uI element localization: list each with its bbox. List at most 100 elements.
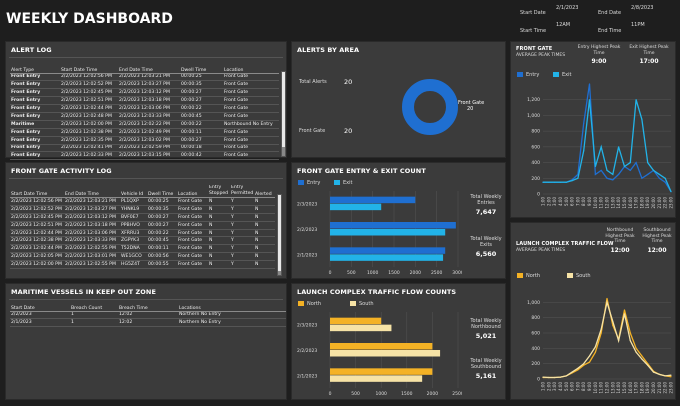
data-point-entry[interactable]	[658, 177, 660, 179]
table-row[interactable]: Maritime 2/2/2023 12:02:00 PM 2/2/2023 12:…	[10, 120, 279, 129]
scrollbar[interactable]	[281, 71, 286, 157]
data-point-north[interactable]	[577, 369, 579, 371]
data-point-south[interactable]	[542, 376, 544, 378]
data-point-north[interactable]	[594, 351, 596, 353]
column-header[interactable]: Entry Permitted	[230, 185, 254, 198]
bar-entry[interactable]	[330, 222, 456, 229]
data-point-exit[interactable]	[635, 99, 637, 101]
data-point-south[interactable]	[641, 358, 643, 360]
bar-south[interactable]	[330, 375, 423, 382]
end-date-value[interactable]: 2/8/2023	[631, 5, 654, 11]
data-point-south[interactable]	[612, 320, 614, 323]
bar-north[interactable]	[330, 343, 433, 350]
data-point-entry[interactable]	[647, 173, 649, 175]
legend-label-south[interactable]: South	[359, 301, 374, 307]
data-point-exit[interactable]	[664, 177, 666, 179]
data-point-exit[interactable]	[594, 165, 596, 168]
data-point-south[interactable]	[559, 376, 562, 378]
data-point-exit[interactable]	[629, 161, 631, 164]
data-point-north[interactable]	[641, 355, 643, 357]
data-point-exit[interactable]	[588, 99, 591, 101]
data-point-north[interactable]	[612, 324, 614, 326]
table-row[interactable]: Front Entry 2/2/2023 12:02:56 PM 2/2/2023 …	[10, 73, 279, 82]
table-row[interactable]: Front Entry 2/2/2023 12:02:52 PM 2/2/2023 …	[10, 80, 279, 90]
start-date-value[interactable]: 2/1/2023	[556, 5, 579, 11]
data-point-south[interactable]	[548, 376, 550, 379]
legend-label-exit[interactable]: Exit	[343, 180, 353, 186]
table-row[interactable]: Front Entry 2/2/2023 12:02:33 PM 2/2/2023 …	[10, 151, 279, 161]
table-row[interactable]: Front Entry 2/2/2023 12:02:38 PM 2/2/2023 …	[10, 128, 279, 137]
legend-label-south[interactable]: South	[576, 273, 591, 279]
data-point-entry[interactable]	[600, 169, 602, 172]
data-point-exit[interactable]	[606, 169, 608, 172]
table-row[interactable]: 2/2/2023 12:02:44 PM 2/2/2023 12:03:06 PM…	[10, 229, 275, 238]
data-point-exit[interactable]	[623, 165, 626, 168]
legend-label-north[interactable]: North	[526, 273, 540, 279]
data-point-south[interactable]	[618, 340, 620, 342]
data-point-exit[interactable]	[670, 191, 672, 193]
table-row[interactable]: 2/1/2023 1 12:02 Northern No Entry	[10, 318, 286, 328]
column-header[interactable]: End Date Time	[64, 185, 120, 198]
data-point-south[interactable]	[583, 363, 585, 365]
table-row[interactable]: Front Entry 2/2/2023 12:02:35 PM 2/2/2023 …	[10, 136, 279, 145]
table-row[interactable]: Front Entry 2/2/2023 12:02:45 PM 2/2/2023 …	[10, 88, 279, 98]
column-header[interactable]: Entry Stopped	[208, 185, 230, 198]
table-row[interactable]: 2/2/2023 12:02:05 PM 2/2/2023 12:03:01 PM…	[10, 252, 275, 262]
donut-slice-front-gate[interactable]	[402, 79, 458, 135]
column-header[interactable]: Start Date	[10, 304, 70, 312]
table-row[interactable]: 2/2/2023 12:02:00 PM 2/2/2023 12:02:55 PM…	[10, 260, 275, 270]
column-header[interactable]: Dwell Time	[180, 66, 223, 74]
data-point-south[interactable]	[658, 373, 660, 375]
data-point-north[interactable]	[647, 363, 649, 365]
table-row[interactable]: Front Entry 2/2/2023 12:02:48 PM 2/2/2023 …	[10, 112, 279, 121]
series-line-north[interactable]	[543, 298, 672, 379]
table-row[interactable]: Front Entry 2/2/2023 12:02:51 PM 2/2/2023 …	[10, 96, 279, 106]
column-header[interactable]: Locations	[178, 304, 286, 312]
end-time-value[interactable]: 11PM	[631, 22, 645, 28]
column-header[interactable]: End Date Time	[118, 66, 180, 74]
data-point-north[interactable]	[606, 297, 608, 300]
column-header[interactable]: Start Date Time	[10, 185, 64, 198]
data-point-south[interactable]	[670, 374, 672, 376]
bar-south[interactable]	[330, 350, 441, 357]
table-row[interactable]: 2/2/2023 12:02:38 PM 2/2/2023 12:03:33 PM…	[10, 236, 275, 246]
data-point-exit[interactable]	[658, 173, 660, 175]
column-header[interactable]: Dwell Time	[147, 185, 177, 198]
data-point-south[interactable]	[664, 375, 666, 377]
data-point-south[interactable]	[554, 376, 556, 379]
data-point-entry[interactable]	[629, 169, 631, 172]
data-point-entry[interactable]	[594, 173, 596, 175]
data-point-entry[interactable]	[606, 177, 608, 179]
table-row[interactable]: 2/2/2023 12:02:44 PM 2/2/2023 12:02:55 PM…	[10, 244, 275, 254]
scrollbar[interactable]	[277, 194, 282, 276]
table-row[interactable]: Front Entry 2/2/2023 12:02:44 PM 2/2/2023 …	[10, 104, 279, 113]
table-row[interactable]: 2/2/2023 1 12:02 Northern No Entry	[10, 311, 286, 320]
data-point-entry[interactable]	[664, 181, 666, 183]
data-point-exit[interactable]	[641, 118, 643, 120]
column-header[interactable]: Vehicle Id	[120, 185, 147, 198]
data-point-exit[interactable]	[548, 181, 550, 183]
column-header[interactable]: Breach Time	[118, 304, 178, 312]
bar-south[interactable]	[330, 324, 392, 332]
data-point-exit[interactable]	[618, 146, 620, 148]
data-point-south[interactable]	[600, 328, 602, 330]
data-point-north[interactable]	[629, 332, 631, 334]
data-point-exit[interactable]	[559, 181, 562, 183]
data-point-north[interactable]	[588, 361, 591, 363]
legend-label-north[interactable]: North	[307, 301, 321, 307]
data-point-north[interactable]	[623, 309, 626, 311]
start-time-value[interactable]: 12AM	[556, 22, 571, 28]
data-point-entry[interactable]	[588, 83, 591, 85]
bar-exit[interactable]	[330, 203, 382, 211]
data-point-exit[interactable]	[647, 161, 649, 164]
legend-label-entry[interactable]: Entry	[526, 72, 540, 78]
legend-label-entry[interactable]: Entry	[307, 180, 321, 186]
data-point-north[interactable]	[635, 347, 637, 349]
data-point-south[interactable]	[647, 364, 649, 366]
data-point-south[interactable]	[588, 355, 591, 357]
table-row[interactable]: 2/2/2023 12:02:45 PM 2/2/2023 12:03:12 PM…	[10, 213, 275, 222]
series-line-south[interactable]	[542, 299, 672, 379]
series-line-entry[interactable]	[543, 83, 672, 192]
bar-exit[interactable]	[330, 229, 446, 236]
data-point-exit[interactable]	[571, 180, 573, 182]
